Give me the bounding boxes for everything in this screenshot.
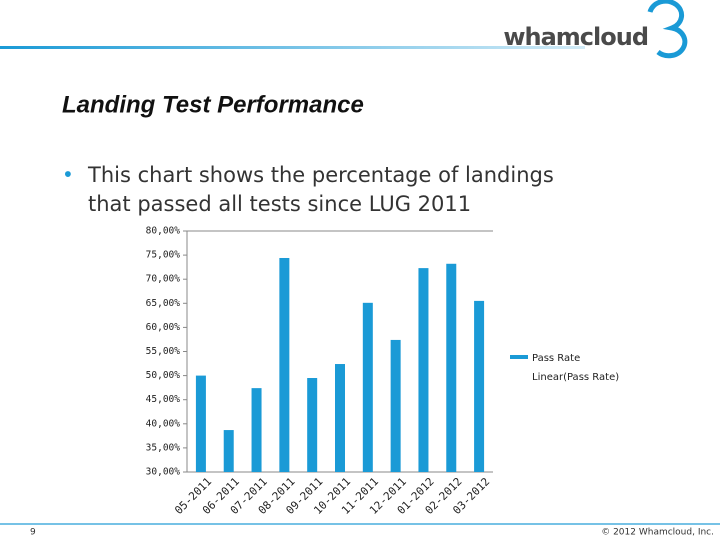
y-tick-label: 65,00% [146, 298, 181, 309]
y-tick-label: 40,00% [146, 418, 181, 429]
legend-label: Linear(Pass Rate) [532, 372, 619, 383]
bar [362, 302, 373, 472]
y-tick-label: 70,00% [146, 274, 181, 285]
y-tick-label: 80,00% [146, 226, 181, 237]
bar [446, 263, 457, 472]
legend-label: Pass Rate [532, 353, 580, 364]
footer-text: © 2012 Whamcloud, Inc. [601, 528, 714, 538]
chart: 30,00% 35,00% 40,00% 45,00% 50,00% 55,00% 60,0… [146, 226, 620, 518]
bar [223, 430, 234, 472]
bar [279, 257, 290, 472]
footer-rule [0, 523, 720, 525]
bar [335, 364, 345, 472]
y-tick-label: 55,00% [146, 346, 181, 357]
bar [474, 300, 485, 472]
bar [307, 378, 318, 472]
logo-swirl [647, 0, 688, 59]
page-number: 9 [30, 528, 36, 538]
y-tick-label: 30,00% [146, 467, 181, 478]
slide-title: Landing Test Performance [62, 91, 364, 118]
y-tick-label: 45,00% [146, 394, 181, 405]
bullet-symbol: • [62, 163, 74, 187]
legend-swatch [510, 355, 528, 359]
y-tick-label: 50,00% [146, 370, 181, 381]
y-tick-label: 60,00% [146, 322, 181, 333]
bar [418, 268, 429, 472]
bar [195, 375, 206, 472]
bar [251, 388, 262, 472]
bar [390, 339, 401, 472]
bullet-text: that passed all tests since LUG 2011 [88, 192, 471, 216]
y-tick-label: 35,00% [146, 442, 181, 453]
header-rule [0, 46, 585, 49]
logo-text: whamcloud [503, 23, 648, 51]
y-tick-label: 75,00% [146, 250, 181, 261]
bullet-text: This chart shows the percentage of landi… [87, 163, 554, 187]
